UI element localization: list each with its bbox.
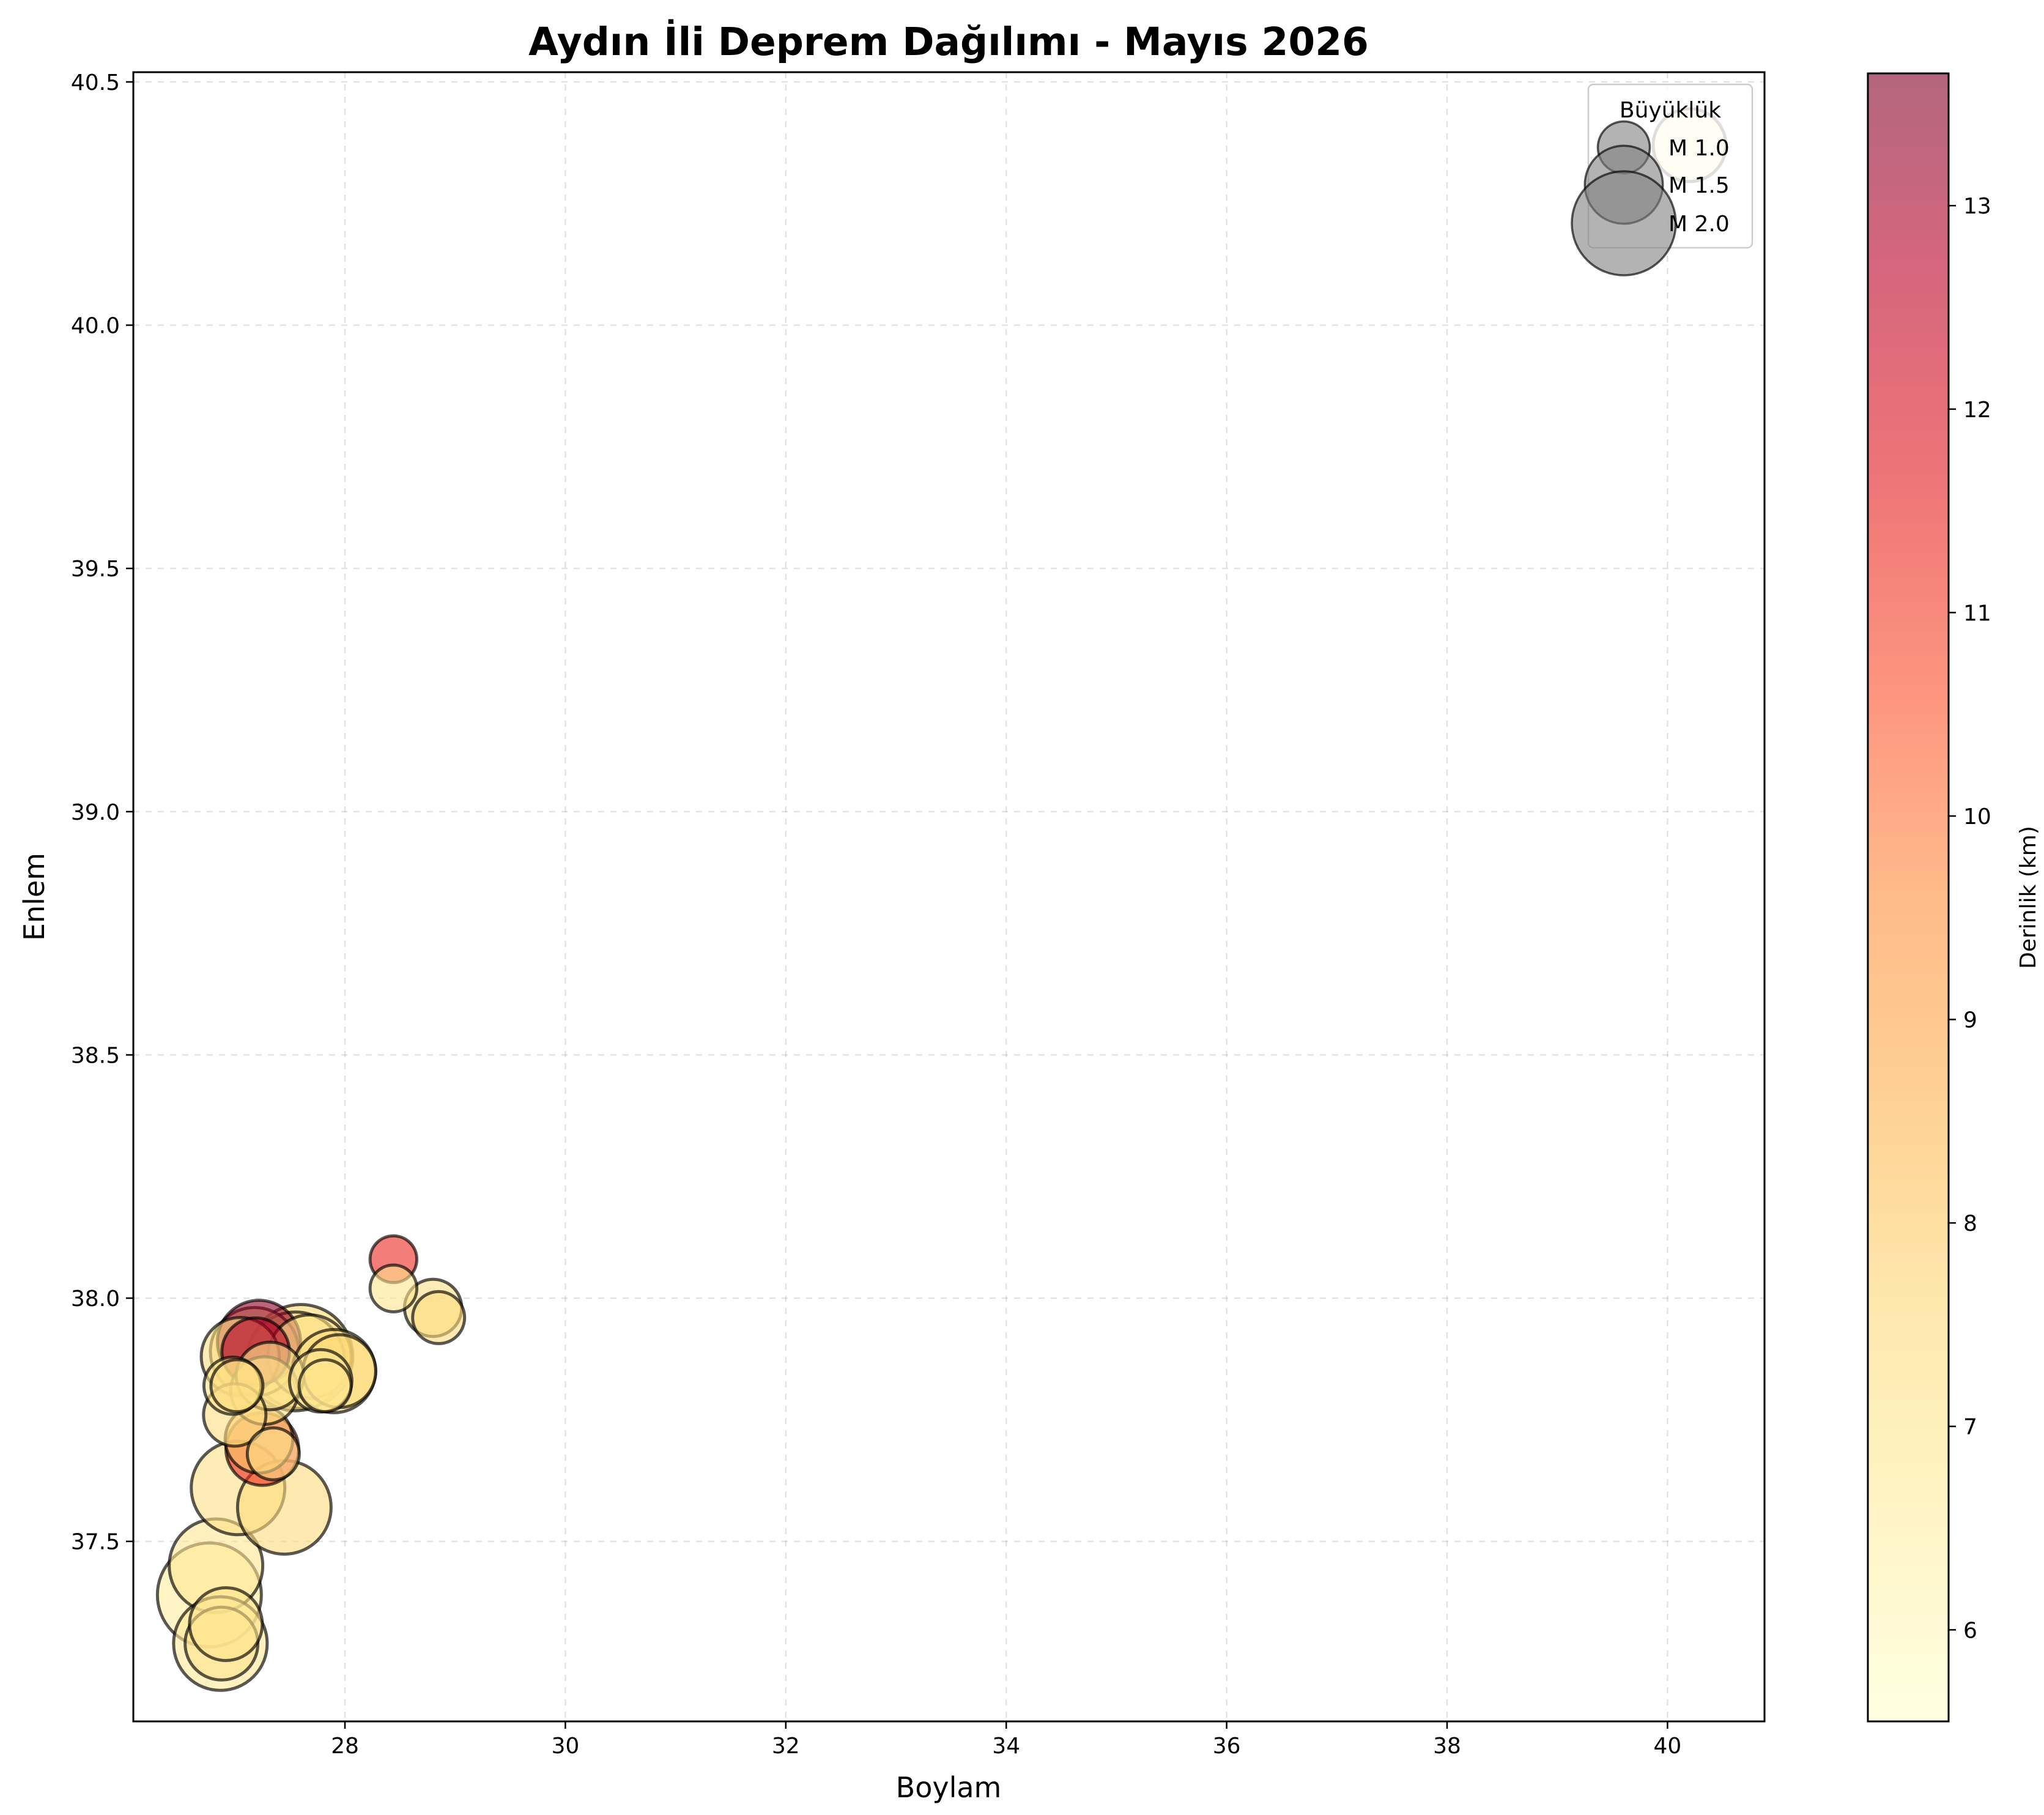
colorbar-gradient [1868, 73, 1949, 1721]
y-axis-label: Enlem [18, 853, 51, 941]
colorbar-tick-label: 9 [1963, 1008, 1977, 1033]
data-point [368, 1263, 419, 1313]
colorbar-tick-label: 7 [1963, 1415, 1977, 1440]
data-point [209, 1358, 265, 1414]
x-tick-label: 30 [551, 1734, 579, 1759]
y-tick-label: 40.0 [71, 314, 120, 339]
y-tick-label: 38.0 [71, 1286, 120, 1312]
y-tick-label: 37.5 [71, 1530, 120, 1555]
legend-title: Büyüklük [1620, 98, 1721, 123]
y-tick-label: 39.5 [71, 557, 120, 582]
legend: Büyüklük M 1.0 M 1.5 M 2.0 [1571, 83, 1753, 277]
x-tick-label: 38 [1433, 1734, 1461, 1759]
colorbar-tick-label: 8 [1963, 1211, 1977, 1236]
data-point [411, 1290, 467, 1345]
legend-label: M 2.0 [1668, 212, 1730, 237]
x-tick-label: 34 [992, 1734, 1020, 1759]
plot-frame [132, 71, 1766, 1723]
data-point [297, 1358, 353, 1414]
chart-title: Aydın İli Deprem Dağılımı - Mayıs 2026 [528, 20, 1369, 64]
x-tick-label: 28 [331, 1734, 359, 1759]
y-tick-label: 40.5 [71, 70, 120, 95]
x-tick-label: 36 [1213, 1734, 1241, 1759]
colorbar: 6 7 8 9 10 11 12 13 Derinlik (km) [1867, 72, 2041, 1723]
legend-marker [1571, 170, 1677, 277]
x-tick-label: 40 [1654, 1734, 1682, 1759]
x-axis: 28 30 32 34 36 38 40 [331, 1721, 1681, 1759]
grid [133, 72, 1764, 1721]
colorbar-frame [1867, 72, 1950, 1723]
colorbar-tick-label: 11 [1963, 601, 1991, 626]
x-tick-label: 32 [772, 1734, 800, 1759]
y-axis: 37.5 38.0 38.5 39.0 39.5 40.0 40.5 [71, 70, 133, 1555]
colorbar-tick-label: 13 [1963, 194, 1991, 219]
x-axis-label: Boylam [896, 1771, 1002, 1804]
data-point [188, 1586, 264, 1662]
colorbar-tick-label: 12 [1963, 398, 1991, 423]
y-tick-label: 39.0 [71, 800, 120, 825]
colorbar-tick-label: 6 [1963, 1618, 1977, 1643]
data-point [245, 1426, 301, 1482]
y-tick-label: 38.5 [71, 1043, 120, 1068]
data-points [155, 107, 1728, 1692]
colorbar-tick-label: 10 [1963, 804, 1991, 830]
legend-label: M 1.0 [1668, 136, 1730, 161]
colorbar-label: Derinlik (km) [2016, 826, 2041, 969]
legend-label: M 1.5 [1668, 173, 1730, 198]
